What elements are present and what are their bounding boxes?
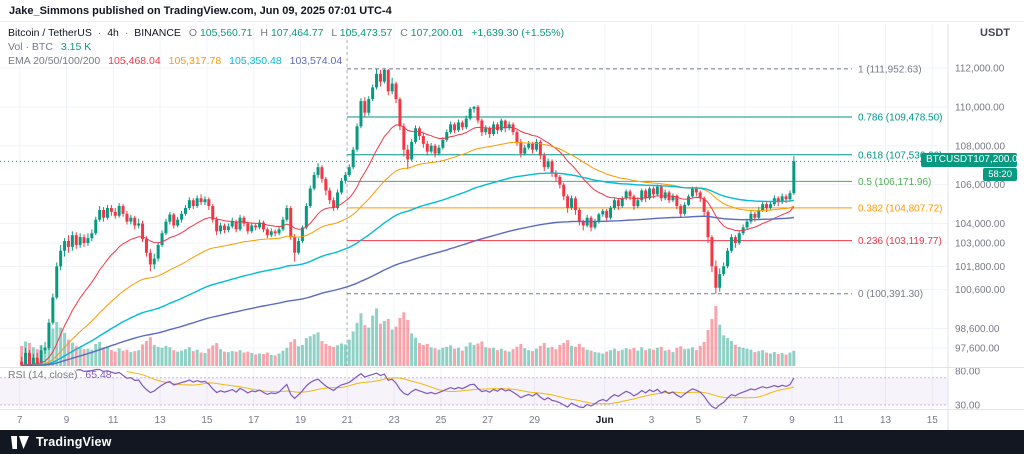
price-axis[interactable]: 112,000.00 110,000.00 108,000.00 106,000.00… (955, 64, 1005, 412)
svg-text:9: 9 (64, 415, 70, 426)
rsi-legend[interactable]: RSI (14, close) 65.48 (8, 369, 112, 381)
change-value: +1,639.30 (+1.55%) (471, 27, 565, 39)
svg-text:15: 15 (927, 415, 939, 426)
svg-text:108,000.00: 108,000.00 (955, 141, 1005, 152)
fib-retracement[interactable]: 1 (111,952.63) 0.786 (109,478.50) 0.618 (1… (347, 64, 943, 300)
svg-text:29: 29 (529, 415, 541, 426)
axis-currency-label[interactable]: USDT (980, 27, 1010, 39)
svg-text:30.00: 30.00 (955, 401, 980, 412)
svg-text:9: 9 (789, 415, 795, 426)
svg-text:11: 11 (834, 415, 845, 426)
svg-text:7: 7 (742, 415, 748, 426)
svg-text:21: 21 (342, 415, 354, 426)
brand-name[interactable]: TradingView (36, 435, 112, 449)
badge-price: 107,200.01 (973, 154, 1024, 165)
svg-text:27: 27 (482, 415, 494, 426)
separator: · (124, 27, 129, 39)
svg-text:Jun: Jun (596, 415, 614, 426)
volume-bars (20, 306, 796, 366)
badge-symbol: BTCUSDT (926, 154, 974, 165)
svg-text:98,600.00: 98,600.00 (955, 324, 1000, 335)
candles-layer (20, 68, 796, 366)
rsi-label: RSI (14, close) (8, 369, 78, 381)
svg-text:106,000.00: 106,000.00 (955, 180, 1005, 191)
svg-text:110,000.00: 110,000.00 (955, 102, 1005, 113)
ema200-line (21, 215, 794, 366)
time-axis[interactable]: 7 9 11 13 15 17 19 21 23 25 27 29 Jun 3 5 7 9 11 13 15 (17, 415, 938, 426)
svg-text:100,600.00: 100,600.00 (955, 285, 1005, 296)
high-value: 107,464.77 (270, 27, 324, 39)
interval-label[interactable]: 4h (107, 27, 119, 39)
close-value: 107,200.01 (410, 27, 464, 39)
svg-text:112,000.00: 112,000.00 (955, 64, 1005, 75)
ema20-line (21, 124, 795, 366)
publisher-text: Jake_Simmons published on TradingView.co… (9, 4, 392, 17)
svg-text:103,000.00: 103,000.00 (955, 238, 1005, 249)
ema100-value: 105,350.48 (229, 55, 282, 67)
volume-label: Vol · BTC (8, 41, 53, 53)
ema50-line (21, 141, 795, 366)
svg-text:3: 3 (649, 415, 655, 426)
ema-row[interactable]: EMA 20/50/100/200 105,468.04 105,317.78 … (8, 55, 564, 68)
last-price-badge[interactable]: BTCUSDT 107,200.01 58:20 (921, 153, 1023, 181)
symbol-row[interactable]: Bitcoin / TetherUS · 4h · BINANCE O 105,… (8, 27, 564, 40)
rsi-ma-line (126, 371, 795, 405)
fib-label-0: 0 (100,391.30) (858, 289, 923, 300)
low-label: L (331, 27, 337, 39)
fib-label-0.786: 0.786 (109,478.50) (858, 113, 943, 124)
rsi-pane (0, 368, 948, 410)
ema200-value: 103,574.04 (289, 55, 343, 67)
low-value: 105,473.57 (339, 27, 393, 39)
fib-label-0.618: 0.618 (107,536.20) (858, 150, 943, 161)
ema-label: EMA 20/50/100/200 (8, 55, 101, 67)
ema100-line (21, 172, 795, 366)
candle-countdown: 58:20 (983, 168, 1017, 181)
rsi-line (76, 368, 795, 410)
brand-bar: TradingView (0, 430, 1024, 454)
svg-text:104,000.00: 104,000.00 (955, 219, 1005, 230)
symbol-name[interactable]: Bitcoin / TetherUS (8, 27, 92, 39)
volume-value: 3.15 K (60, 41, 92, 53)
svg-text:7: 7 (17, 415, 23, 426)
separator: · (97, 27, 102, 39)
fib-label-0.236: 0.236 (103,119.77) (858, 236, 942, 247)
publisher-bar: Jake_Simmons published on TradingView.co… (0, 0, 1024, 22)
chart-legend: Bitcoin / TetherUS · 4h · BINANCE O 105,… (8, 27, 564, 69)
fib-label-0.5: 0.5 (106,171.96) (858, 177, 931, 188)
open-value: 105,560.71 (199, 27, 253, 39)
svg-text:15: 15 (201, 415, 213, 426)
svg-text:11: 11 (108, 415, 119, 426)
svg-text:25: 25 (435, 415, 447, 426)
open-label: O (188, 27, 198, 39)
ema50-value: 105,317.78 (168, 55, 222, 67)
ema20-value: 105,468.04 (108, 55, 161, 67)
svg-text:5: 5 (696, 415, 702, 426)
svg-text:13: 13 (155, 415, 167, 426)
svg-text:101,800.00: 101,800.00 (955, 262, 1005, 273)
exchange-label: BINANCE (134, 27, 181, 39)
rsi-value: 65.48 (85, 369, 112, 381)
ema-lines (21, 124, 795, 366)
svg-text:19: 19 (295, 415, 307, 426)
svg-text:23: 23 (389, 415, 401, 426)
fib-label-0.382: 0.382 (104,807.72) (858, 203, 943, 214)
svg-text:13: 13 (880, 415, 892, 426)
tradingview-logo-icon[interactable] (10, 435, 30, 450)
svg-text:97,600.00: 97,600.00 (955, 343, 1000, 354)
close-label: C (400, 27, 408, 39)
overlays (0, 24, 1024, 430)
svg-text:80.00: 80.00 (955, 367, 980, 378)
fib-label-1: 1 (111,952.63) (858, 64, 922, 75)
svg-text:17: 17 (248, 415, 260, 426)
volume-row[interactable]: Vol · BTC 3.15 K (8, 41, 564, 54)
high-label: H (260, 27, 269, 39)
